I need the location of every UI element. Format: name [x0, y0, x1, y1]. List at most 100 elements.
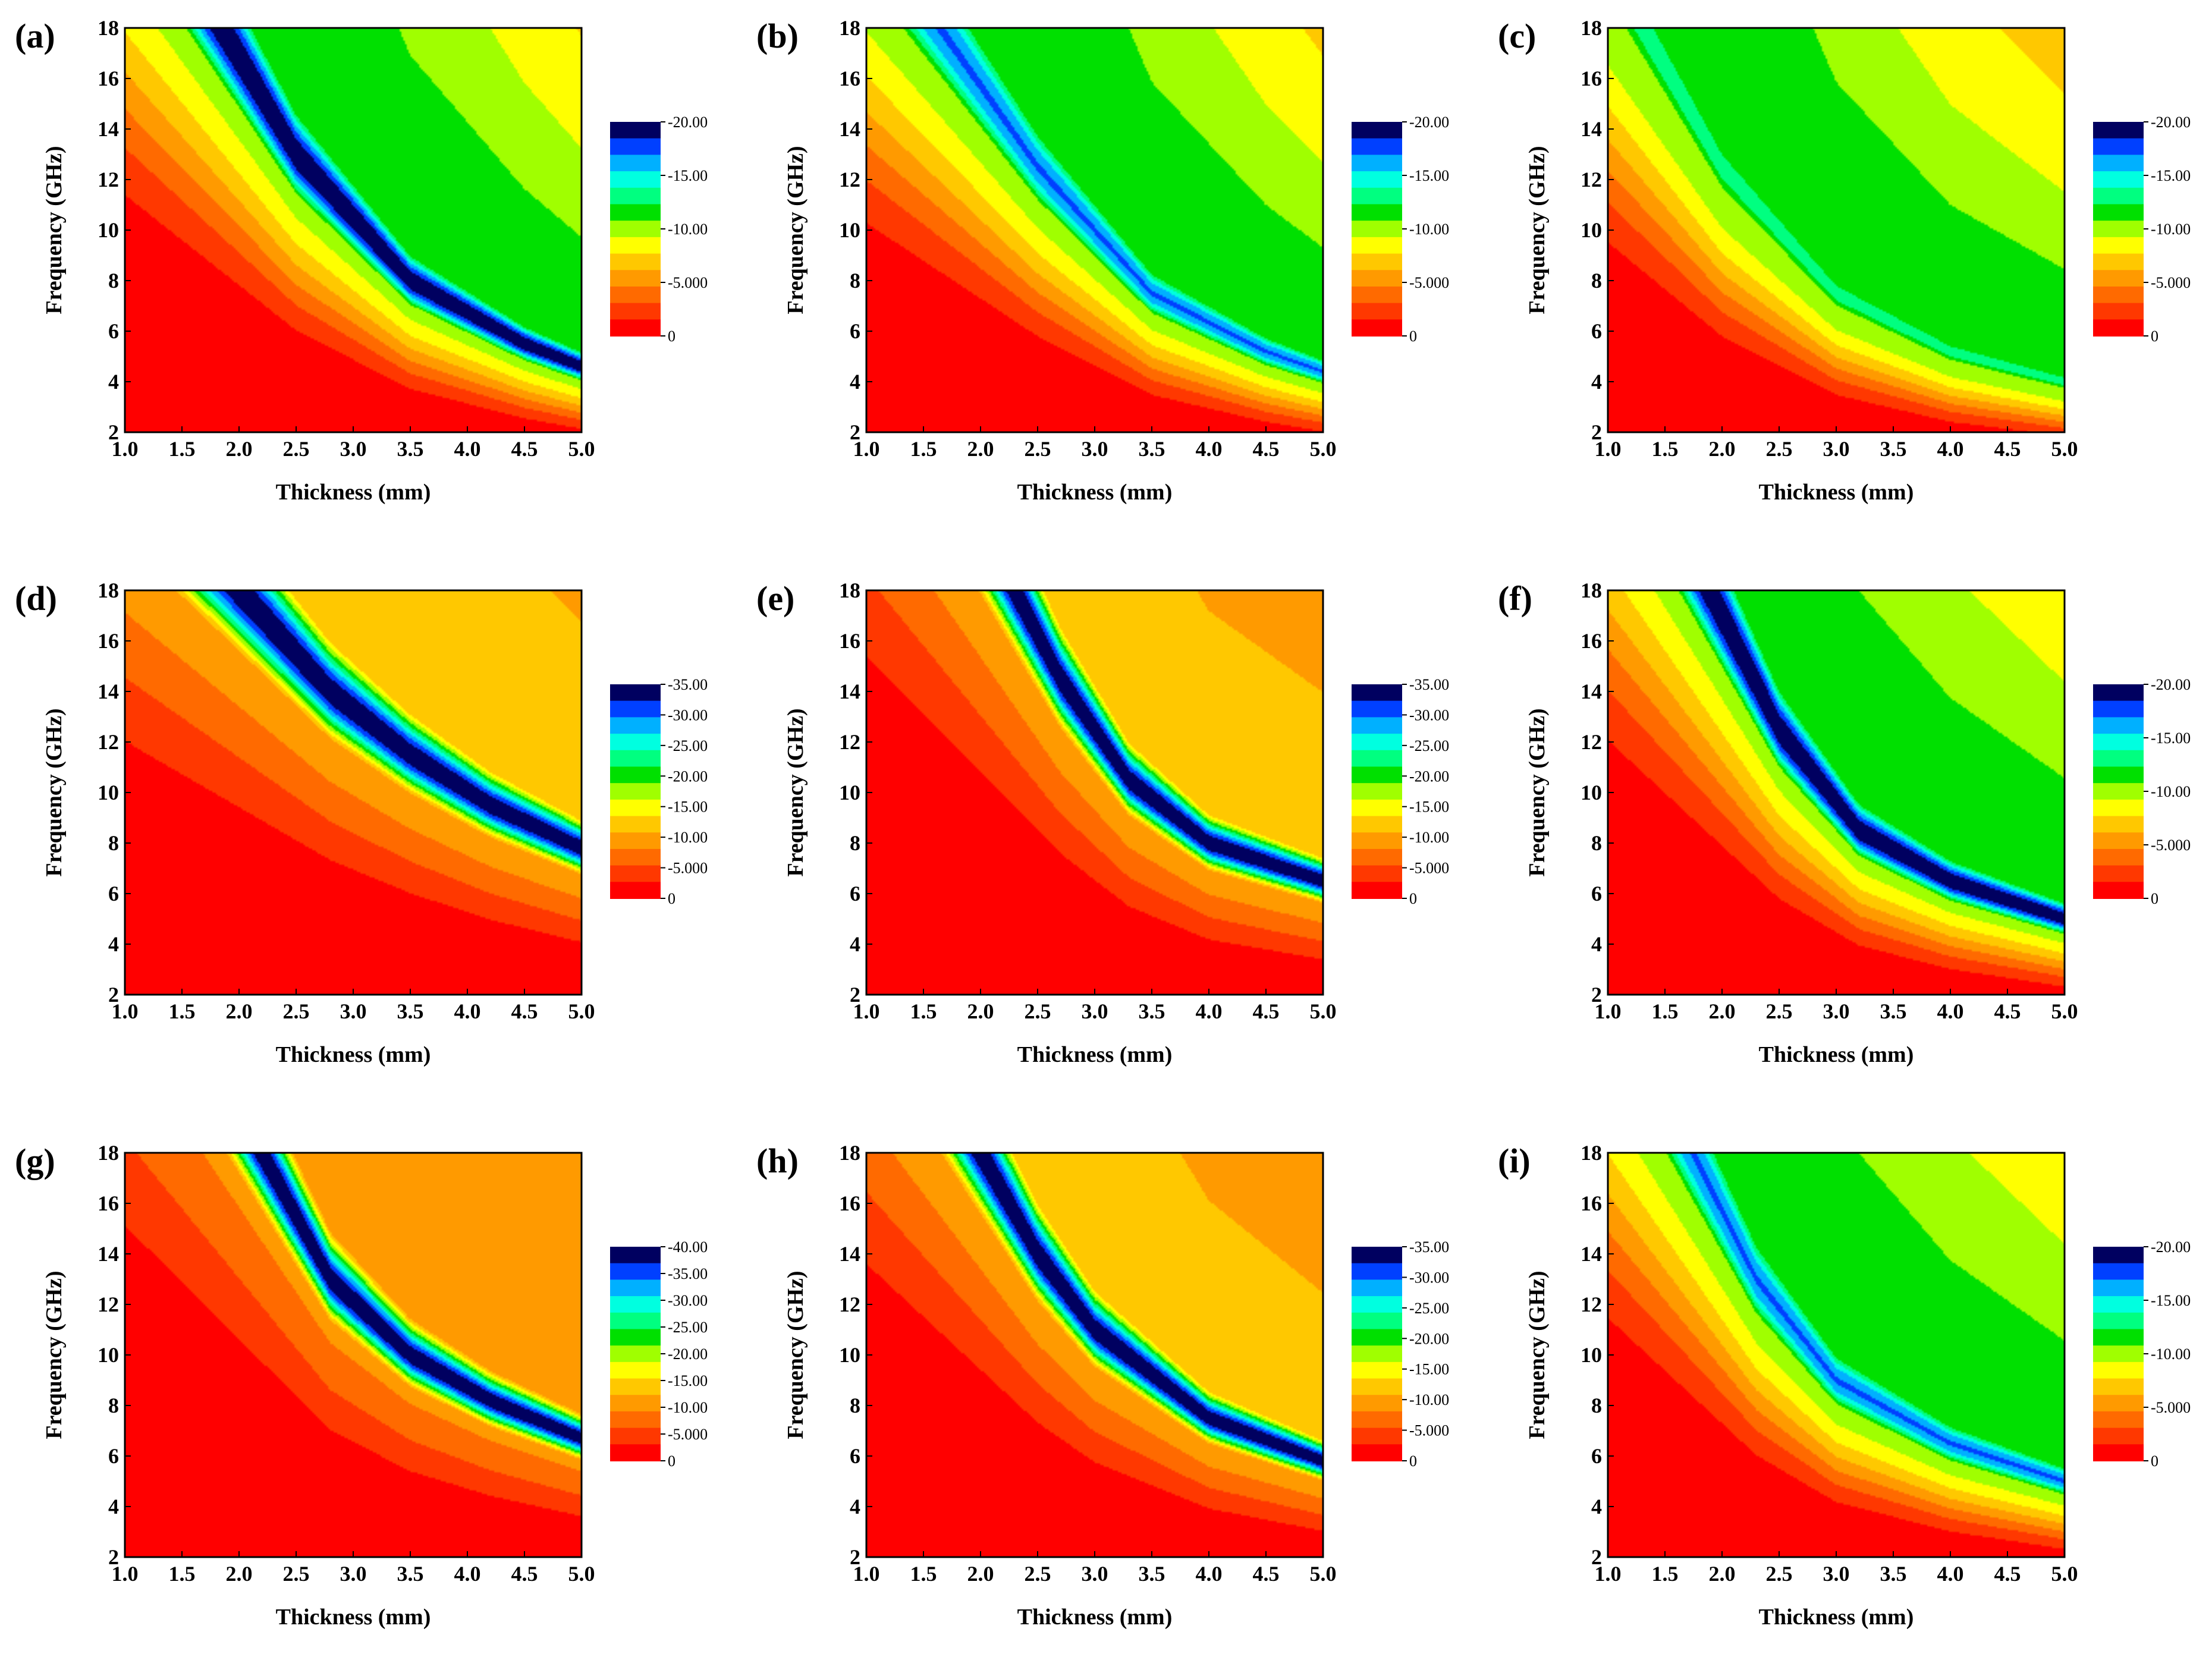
colorbar-swatch [610, 286, 661, 295]
y-tick-label: 8 [1591, 1394, 1602, 1417]
colorbar-tick-label: -25.00 [1409, 737, 1449, 754]
x-tick-label: 2.5 [283, 1562, 310, 1586]
colorbar-swatch [1352, 1247, 1402, 1256]
y-tick-label: 4 [108, 370, 119, 394]
colorbar-swatch [2093, 1279, 2144, 1289]
y-tick-label: 4 [108, 932, 119, 956]
colorbar-swatch [2093, 1337, 2144, 1347]
colorbar-swatch [2093, 758, 2144, 768]
y-tick-label: 2 [850, 983, 860, 1007]
colorbar-tick-label: 0 [1409, 1452, 1417, 1470]
colorbar-swatch [2093, 237, 2144, 246]
y-tick-label: 4 [108, 1495, 119, 1518]
x-tick-label: 2.0 [226, 1562, 253, 1586]
heatmap-image [866, 1153, 1323, 1557]
y-tick-label: 10 [98, 1343, 119, 1367]
colorbar-swatch [1352, 319, 1402, 329]
colorbar-swatch [610, 237, 661, 246]
colorbar-swatch [2093, 725, 2144, 735]
colorbar-swatch [2093, 1403, 2144, 1412]
colorbar-swatch [610, 212, 661, 222]
colorbar-swatch [2093, 791, 2144, 800]
colorbar-swatch [1352, 799, 1402, 809]
colorbar-swatch [610, 1436, 661, 1445]
colorbar-swatch [1352, 1436, 1402, 1445]
y-tick-label: 8 [1591, 831, 1602, 855]
colorbar-swatch [610, 725, 661, 735]
colorbar-swatch [610, 1386, 661, 1396]
x-tick-label: 2.0 [1709, 1562, 1736, 1586]
y-tick-label: 16 [839, 1191, 860, 1215]
y-tick-label: 14 [1581, 680, 1602, 703]
x-tick-label: 4.5 [511, 437, 538, 461]
colorbar-swatch [610, 1345, 661, 1354]
colorbar-tick-label: -10.00 [668, 1399, 708, 1416]
colorbar-swatch [610, 1354, 661, 1363]
x-tick-label: 3.0 [340, 1562, 367, 1586]
colorbar-swatch [2093, 294, 2144, 304]
y-tick-label: 12 [98, 1293, 119, 1316]
y-tick-label: 14 [839, 680, 860, 703]
x-tick-label: 3.0 [1082, 437, 1108, 461]
colorbar-swatch [1352, 1386, 1402, 1396]
colorbar-swatch [1352, 873, 1402, 883]
x-tick-label: 4.5 [1253, 437, 1280, 461]
colorbar-swatch [610, 1370, 661, 1379]
x-tick-label: 1.5 [910, 1562, 937, 1586]
y-axis-label: Frequency (GHz) [1525, 1271, 1550, 1439]
colorbar-swatch [2093, 171, 2144, 180]
colorbar-swatch [1352, 766, 1402, 776]
colorbar-swatch [1352, 294, 1402, 304]
colorbar-swatch [610, 328, 661, 337]
colorbar-swatch [2093, 262, 2144, 271]
y-tick-label: 18 [98, 1141, 119, 1165]
colorbar: -35.00 -30.00 -25.00 -20.00 -15.00 -10.00 -5.0… [610, 676, 708, 907]
colorbar-tick-label: -15.00 [2151, 167, 2191, 184]
x-tick-label: 4.0 [454, 437, 481, 461]
colorbar-tick-label: -10.00 [2151, 783, 2191, 800]
colorbar-tick-label: -5.000 [2151, 837, 2191, 854]
x-tick-label: 3.0 [340, 437, 367, 461]
colorbar-tick-label: -5.000 [1409, 860, 1449, 877]
colorbar-swatch [2093, 212, 2144, 222]
colorbar-swatch [610, 766, 661, 776]
colorbar-tick-label: -10.00 [1409, 1391, 1449, 1408]
colorbar-swatch [1352, 253, 1402, 263]
x-tick-label: 1.0 [853, 437, 880, 461]
colorbar-swatch [1352, 890, 1402, 899]
heatmap-image [866, 28, 1323, 432]
colorbar-tick-label: -5.000 [668, 860, 708, 877]
y-tick-label: 4 [850, 370, 860, 394]
colorbar-swatch [610, 890, 661, 899]
colorbar-swatch [610, 816, 661, 825]
heatmap-image [1608, 1153, 2065, 1557]
colorbar-swatch [610, 700, 661, 710]
colorbar-swatch [1352, 229, 1402, 238]
colorbar-swatch [1352, 1337, 1402, 1347]
colorbar-swatch [2093, 1329, 2144, 1338]
colorbar-swatch [610, 229, 661, 238]
colorbar-swatch [610, 1263, 661, 1272]
y-tick-label: 10 [1581, 781, 1602, 804]
colorbar-swatch [2093, 1378, 2144, 1388]
colorbar-swatch [610, 734, 661, 743]
colorbar: -20.00 -15.00 -10.00 -5.000 0 [1352, 114, 1449, 345]
colorbar-swatch [2093, 179, 2144, 188]
x-tick-label: 4.5 [1994, 999, 2021, 1023]
colorbar-tick-label: -35.00 [668, 676, 708, 693]
colorbar-swatch [610, 1296, 661, 1305]
colorbar-swatch [1352, 1263, 1402, 1272]
y-axis-label: Frequency (GHz) [783, 146, 808, 314]
colorbar-swatch [610, 303, 661, 312]
colorbar-tick-label: -5.000 [1409, 1422, 1449, 1439]
colorbar-swatch [2093, 1419, 2144, 1429]
colorbar-swatch [610, 807, 661, 817]
colorbar-swatch [1352, 775, 1402, 784]
colorbar-swatch [610, 1444, 661, 1454]
x-axis-label: Thickness (mm) [276, 1042, 431, 1067]
x-tick-label: 3.5 [1880, 437, 1907, 461]
colorbar-swatch [2093, 278, 2144, 287]
colorbar-swatch [610, 138, 661, 147]
colorbar-swatch [610, 775, 661, 784]
colorbar-swatch [1352, 832, 1402, 842]
